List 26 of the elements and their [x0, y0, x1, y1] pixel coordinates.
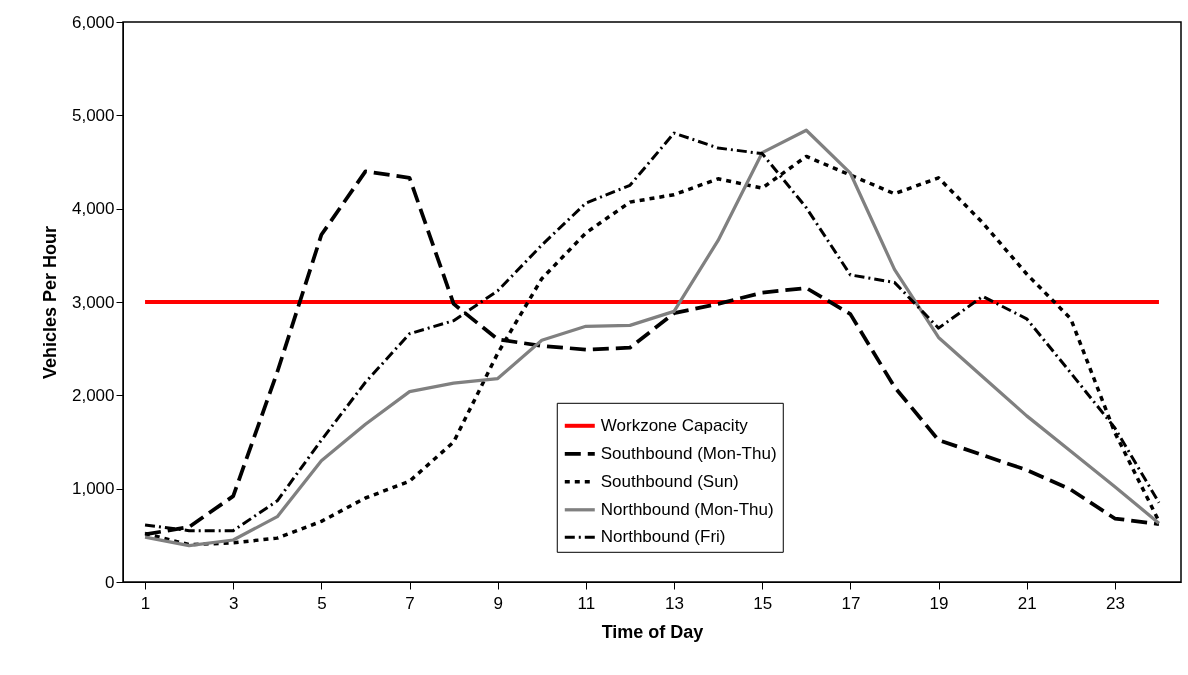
x-tick-label: 21 [1017, 593, 1037, 613]
x-tick-label: 11 [577, 593, 596, 613]
y-tick-label: 6,000 [71, 12, 115, 32]
y-tick-label: 4,000 [71, 199, 115, 219]
legend-label: Northbound (Mon-Thu) [600, 499, 774, 519]
x-tick-label: 13 [665, 593, 684, 613]
x-tick-label: 15 [753, 593, 773, 613]
legend-label: Workzone Capacity [600, 415, 749, 435]
legend-label: Southbound (Mon-Thu) [600, 443, 777, 463]
y-axis-title: Vehicles Per Hour [39, 225, 60, 380]
x-tick-label: 7 [405, 593, 415, 613]
x-tick-label: 3 [228, 593, 239, 613]
x-tick-label: 5 [317, 593, 327, 613]
x-tick-label: 19 [929, 593, 949, 613]
y-tick-label: 3,000 [71, 292, 115, 312]
x-axis-title: Time of Day [601, 621, 704, 642]
y-tick-label: 0 [105, 572, 115, 592]
legend-label: Southbound (Sun) [600, 471, 739, 491]
x-tick-label: 1 [140, 593, 151, 613]
x-tick-label: 9 [493, 593, 503, 613]
legend-label: Northbound (Fri) [600, 527, 726, 547]
x-tick-label: 17 [841, 593, 861, 613]
y-tick-label: 1,000 [71, 479, 115, 499]
y-tick-label: 5,000 [71, 105, 115, 125]
y-tick-label: 2,000 [71, 385, 115, 405]
x-tick-label: 23 [1105, 593, 1125, 613]
